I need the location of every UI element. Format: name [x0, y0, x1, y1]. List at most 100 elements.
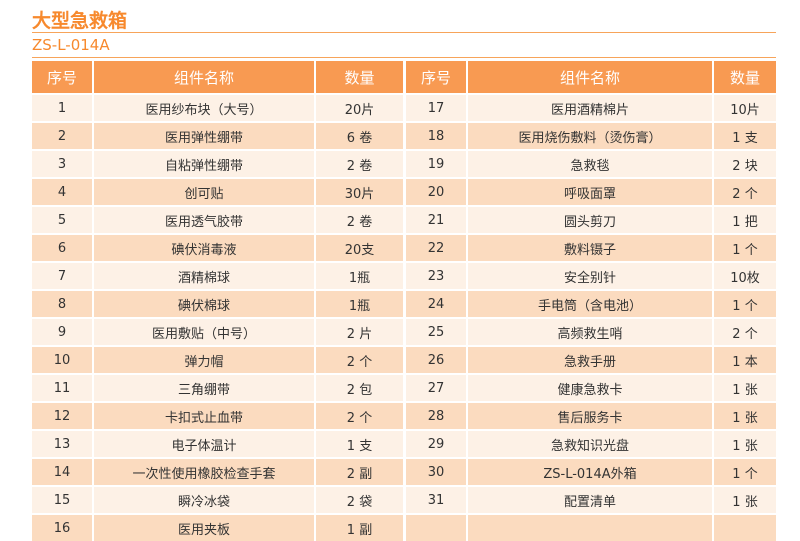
item-number: 13: [32, 429, 94, 458]
item-name: 医用敷贴（中号）: [93, 317, 316, 346]
item-name: 瞬冷冰袋: [93, 485, 316, 514]
model-code: ZS-L-014A: [32, 36, 110, 54]
table-row: 30 ZS-L-014A外箱 1 个: [406, 457, 776, 486]
item-number: 8: [32, 289, 94, 318]
item-quantity: 2 袋: [315, 485, 403, 514]
table-body-right: 17 医用酒精棉片 10片 18 医用烧伤敷料（烫伤膏） 1 支 19 急救毯 2 块 20 呼吸面…: [406, 93, 776, 541]
title-divider: [32, 32, 776, 33]
item-quantity: 1 张: [713, 401, 776, 430]
table-row: 23 安全别针 10枚: [406, 261, 776, 290]
item-quantity: 10枚: [713, 261, 776, 290]
item-name: 一次性使用橡胶检查手套: [93, 457, 316, 486]
table-row: 21 圆头剪刀 1 把: [406, 205, 776, 234]
table-row: 29 急救知识光盘 1 张: [406, 429, 776, 458]
item-quantity: 2 个: [315, 401, 403, 430]
item-name: 酒精棉球: [93, 261, 316, 290]
item-quantity: 2 块: [713, 149, 776, 178]
item-number: 26: [406, 345, 468, 374]
header-no: 序号: [406, 61, 468, 94]
item-name: 碘伏棉球: [93, 289, 316, 318]
table-row: [406, 513, 776, 541]
item-name: 医用酒精棉片: [467, 93, 714, 122]
item-number: 18: [406, 121, 468, 150]
table-row: 17 医用酒精棉片 10片: [406, 93, 776, 122]
item-quantity: 1瓶: [315, 289, 403, 318]
item-quantity: 1 支: [713, 121, 776, 150]
item-quantity: 1 把: [713, 205, 776, 234]
item-name: 创可贴: [93, 177, 316, 206]
table-row: 3 自粘弹性绷带 2 卷: [32, 149, 403, 178]
item-number: 25: [406, 317, 468, 346]
table-row: 18 医用烧伤敷料（烫伤膏） 1 支: [406, 121, 776, 150]
item-name: 圆头剪刀: [467, 205, 714, 234]
item-number: 11: [32, 373, 94, 402]
table-row: 11 三角绷带 2 包: [32, 373, 403, 402]
header-name: 组件名称: [93, 61, 316, 94]
table-row: 20 呼吸面罩 2 个: [406, 177, 776, 206]
item-number: 20: [406, 177, 468, 206]
table-row: 10 弹力帽 2 个: [32, 345, 403, 374]
table-row: 8 碘伏棉球 1瓶: [32, 289, 403, 318]
item-quantity: 2 个: [315, 345, 403, 374]
item-name: 配置清单: [467, 485, 714, 514]
table-row: 26 急救手册 1 本: [406, 345, 776, 374]
table-row: 15 瞬冷冰袋 2 袋: [32, 485, 403, 514]
item-number: 24: [406, 289, 468, 318]
item-quantity: 2 个: [713, 317, 776, 346]
table-row: 5 医用透气胶带 2 卷: [32, 205, 403, 234]
item-quantity: 1 个: [713, 457, 776, 486]
item-quantity: 2 包: [315, 373, 403, 402]
item-quantity: 10片: [713, 93, 776, 122]
code-divider: [32, 57, 776, 58]
table-row: 31 配置清单 1 张: [406, 485, 776, 514]
item-number: 9: [32, 317, 94, 346]
item-number: 31: [406, 485, 468, 514]
item-number: 27: [406, 373, 468, 402]
item-name: 医用夹板: [93, 513, 316, 541]
item-quantity: 1 本: [713, 345, 776, 374]
item-name: 碘伏消毒液: [93, 233, 316, 262]
item-quantity: 2 个: [713, 177, 776, 206]
item-number: 15: [32, 485, 94, 514]
item-quantity: 2 卷: [315, 205, 403, 234]
item-quantity: 20支: [315, 233, 403, 262]
item-quantity: 6 卷: [315, 121, 403, 150]
table-row: 22 敷料镊子 1 个: [406, 233, 776, 262]
item-number: 4: [32, 177, 94, 206]
item-name: 卡扣式止血带: [93, 401, 316, 430]
item-name: 呼吸面罩: [467, 177, 714, 206]
item-name: [467, 513, 714, 541]
header-no: 序号: [32, 61, 94, 94]
item-number: 16: [32, 513, 94, 541]
item-name: 医用烧伤敷料（烫伤膏）: [467, 121, 714, 150]
item-name: 高频救生哨: [467, 317, 714, 346]
item-quantity: 1 个: [713, 289, 776, 318]
item-quantity: 2 片: [315, 317, 403, 346]
table-row: 12 卡扣式止血带 2 个: [32, 401, 403, 430]
item-name: 急救知识光盘: [467, 429, 714, 458]
item-name: 弹力帽: [93, 345, 316, 374]
item-number: 30: [406, 457, 468, 486]
item-number: 3: [32, 149, 94, 178]
item-number: 6: [32, 233, 94, 262]
table-row: 2 医用弹性绷带 6 卷: [32, 121, 403, 150]
table-body-left: 1 医用纱布块（大号） 20片 2 医用弹性绷带 6 卷 3 自粘弹性绷带 2 卷 4 创可贴 30片…: [32, 93, 403, 541]
table-header-row: 序号 组件名称 数量: [32, 61, 403, 94]
item-number: 28: [406, 401, 468, 430]
header-qty: 数量: [713, 61, 776, 94]
item-name: 医用纱布块（大号）: [93, 93, 316, 122]
component-table-right: 序号 组件名称 数量 17 医用酒精棉片 10片 18 医用烧伤敷料（烫伤膏） 1 支 19…: [406, 61, 776, 541]
table-row: 14 一次性使用橡胶检查手套 2 副: [32, 457, 403, 486]
table-row: 9 医用敷贴（中号） 2 片: [32, 317, 403, 346]
item-quantity: 2 卷: [315, 149, 403, 178]
item-number: 1: [32, 93, 94, 122]
item-quantity: 1 张: [713, 485, 776, 514]
item-quantity: 1 个: [713, 233, 776, 262]
header-name: 组件名称: [467, 61, 714, 94]
item-name: 自粘弹性绷带: [93, 149, 316, 178]
table-row: 7 酒精棉球 1瓶: [32, 261, 403, 290]
item-quantity: 1 张: [713, 373, 776, 402]
header-qty: 数量: [315, 61, 403, 94]
item-quantity: 30片: [315, 177, 403, 206]
item-number: [406, 513, 468, 541]
